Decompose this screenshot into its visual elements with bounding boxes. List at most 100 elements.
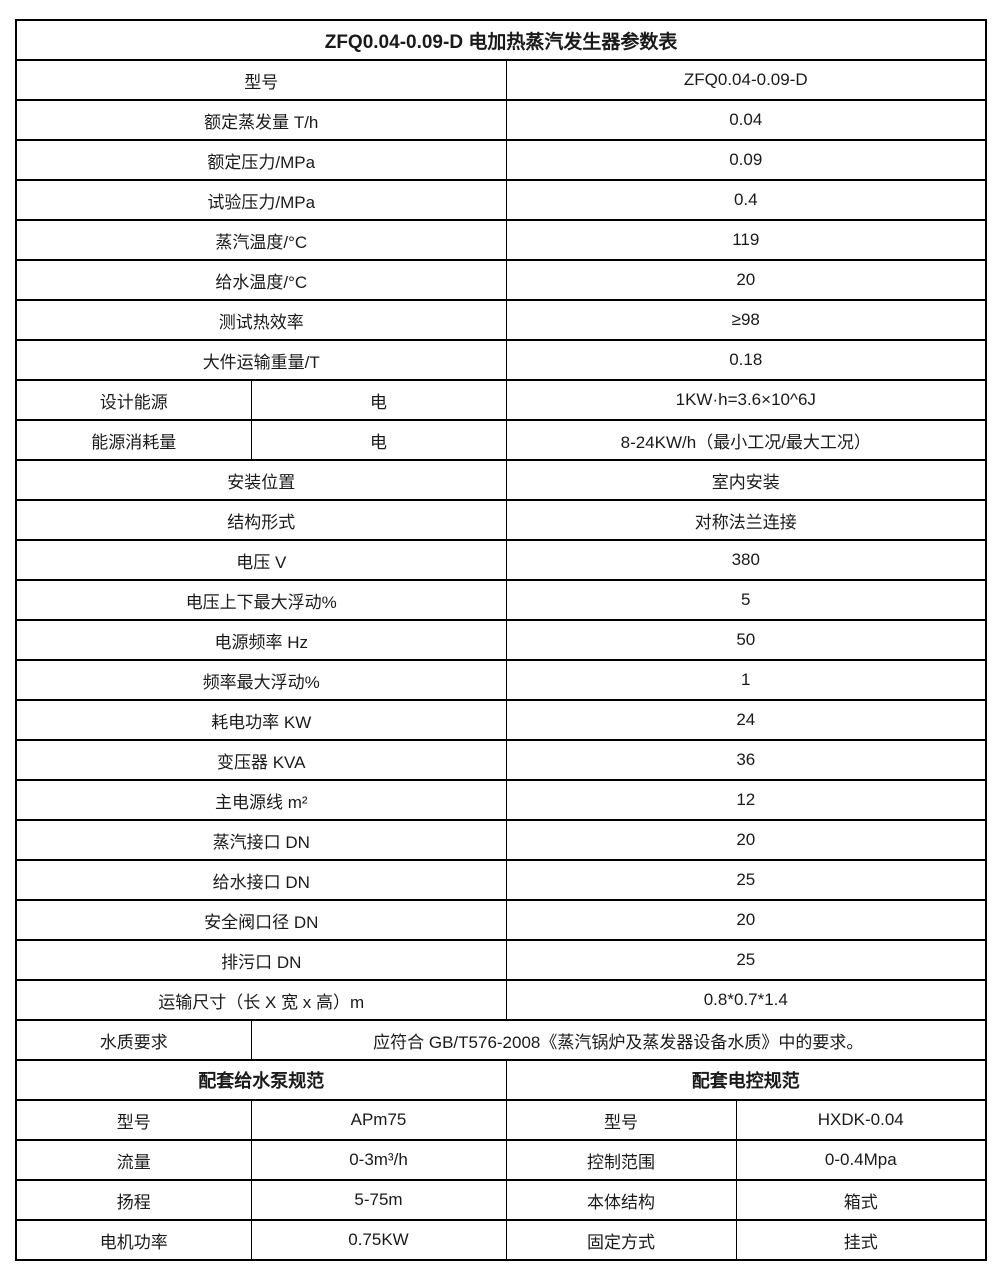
param-label: 电源频率 Hz: [15, 619, 507, 661]
table-row: 结构形式 对称法兰连接: [15, 499, 987, 541]
table-row: 能源消耗量 电 8-24KW/h（最小工况/最大工况）: [15, 419, 987, 461]
param-label: 测试热效率: [15, 299, 507, 341]
param-value: 0.4: [505, 179, 987, 221]
table-row: 运输尺寸（长 X 宽 x 高）m 0.8*0.7*1.4: [15, 979, 987, 1021]
table-row: 安全阀口径 DN 20: [15, 899, 987, 941]
table-row: 电压 V 380: [15, 539, 987, 581]
table-row: 型号 ZFQ0.04-0.09-D: [15, 59, 987, 101]
pump-param-label: 电机功率: [15, 1219, 252, 1261]
control-param-label: 型号: [505, 1099, 737, 1141]
param-value: 50: [505, 619, 987, 661]
table-title: ZFQ0.04-0.09-D 电加热蒸汽发生器参数表: [15, 19, 987, 61]
param-value: 5: [505, 579, 987, 621]
param-value: 24: [505, 699, 987, 741]
control-param-value: 0-0.4Mpa: [735, 1139, 987, 1181]
control-param-label: 固定方式: [505, 1219, 737, 1261]
table-row: 变压器 KVA 36: [15, 739, 987, 781]
param-label: 蒸汽温度/°C: [15, 219, 507, 261]
param-value: 0.09: [505, 139, 987, 181]
param-label: 给水接口 DN: [15, 859, 507, 901]
param-label: 蒸汽接口 DN: [15, 819, 507, 861]
table-row: 水质要求 应符合 GB/T576-2008《蒸汽锅炉及蒸发器设备水质》中的要求。: [15, 1019, 987, 1061]
control-param-value: HXDK-0.04: [735, 1099, 987, 1141]
param-value: 1KW·h=3.6×10^6J: [505, 379, 987, 421]
param-sublabel: 电: [250, 379, 507, 421]
param-label: 变压器 KVA: [15, 739, 507, 781]
param-label: 安装位置: [15, 459, 507, 501]
param-value: 对称法兰连接: [505, 499, 987, 541]
param-label: 主电源线 m²: [15, 779, 507, 821]
pump-param-value: 0.75KW: [250, 1219, 507, 1261]
param-value: 380: [505, 539, 987, 581]
table-row: 试验压力/MPa 0.4: [15, 179, 987, 221]
param-label: 额定蒸发量 T/h: [15, 99, 507, 141]
param-value: 1: [505, 659, 987, 701]
param-label: 耗电功率 KW: [15, 699, 507, 741]
table-row: 额定压力/MPa 0.09: [15, 139, 987, 181]
pump-param-value: 5-75m: [250, 1179, 507, 1221]
table-row: 蒸汽接口 DN 20: [15, 819, 987, 861]
table-row: 排污口 DN 25: [15, 939, 987, 981]
param-value: 8-24KW/h（最小工况/最大工况）: [505, 419, 987, 461]
control-param-label: 控制范围: [505, 1139, 737, 1181]
param-label: 型号: [15, 59, 507, 101]
param-label: 排污口 DN: [15, 939, 507, 981]
table-row: 电源频率 Hz 50: [15, 619, 987, 661]
param-label: 试验压力/MPa: [15, 179, 507, 221]
param-value: 36: [505, 739, 987, 781]
param-label: 运输尺寸（长 X 宽 x 高）m: [15, 979, 507, 1021]
table-row: 电机功率 0.75KW 固定方式 挂式: [15, 1219, 987, 1261]
param-value: ≥98: [505, 299, 987, 341]
table-row: 设计能源 电 1KW·h=3.6×10^6J: [15, 379, 987, 421]
table-row: 流量 0-3m³/h 控制范围 0-0.4Mpa: [15, 1139, 987, 1181]
pump-section-header: 配套给水泵规范: [15, 1059, 507, 1101]
control-param-value: 挂式: [735, 1219, 987, 1261]
table-row: 电压上下最大浮动% 5: [15, 579, 987, 621]
param-value: 25: [505, 859, 987, 901]
param-value: 20: [505, 259, 987, 301]
param-sublabel: 电: [250, 419, 507, 461]
table-row: 扬程 5-75m 本体结构 箱式: [15, 1179, 987, 1221]
param-value: 室内安装: [505, 459, 987, 501]
param-label: 安全阀口径 DN: [15, 899, 507, 941]
control-param-label: 本体结构: [505, 1179, 737, 1221]
pump-param-value: 0-3m³/h: [250, 1139, 507, 1181]
table-row: 耗电功率 KW 24: [15, 699, 987, 741]
table-row: 主电源线 m² 12: [15, 779, 987, 821]
table-row: 给水接口 DN 25: [15, 859, 987, 901]
table-row: 测试热效率 ≥98: [15, 299, 987, 341]
parameter-table: ZFQ0.04-0.09-D 电加热蒸汽发生器参数表 型号 ZFQ0.04-0.…: [15, 19, 988, 1261]
param-label: 大件运输重量/T: [15, 339, 507, 381]
param-value: 应符合 GB/T576-2008《蒸汽锅炉及蒸发器设备水质》中的要求。: [250, 1019, 987, 1061]
param-label: 频率最大浮动%: [15, 659, 507, 701]
pump-param-label: 流量: [15, 1139, 252, 1181]
param-label: 额定压力/MPa: [15, 139, 507, 181]
table-row: 型号 APm75 型号 HXDK-0.04: [15, 1099, 987, 1141]
control-section-header: 配套电控规范: [505, 1059, 987, 1101]
pump-param-value: APm75: [250, 1099, 507, 1141]
param-value: 0.04: [505, 99, 987, 141]
param-value: 20: [505, 899, 987, 941]
param-value: 12: [505, 779, 987, 821]
table-row: 额定蒸发量 T/h 0.04: [15, 99, 987, 141]
param-value: 25: [505, 939, 987, 981]
param-value: 20: [505, 819, 987, 861]
table-row: 蒸汽温度/°C 119: [15, 219, 987, 261]
param-value: ZFQ0.04-0.09-D: [505, 59, 987, 101]
pump-param-label: 型号: [15, 1099, 252, 1141]
param-label: 结构形式: [15, 499, 507, 541]
param-label: 给水温度/°C: [15, 259, 507, 301]
table-title-row: ZFQ0.04-0.09-D 电加热蒸汽发生器参数表: [15, 19, 987, 61]
table-row: 安装位置 室内安装: [15, 459, 987, 501]
table-row: 大件运输重量/T 0.18: [15, 339, 987, 381]
param-value: 119: [505, 219, 987, 261]
pump-param-label: 扬程: [15, 1179, 252, 1221]
param-label: 设计能源: [15, 379, 252, 421]
param-label: 能源消耗量: [15, 419, 252, 461]
param-label: 电压上下最大浮动%: [15, 579, 507, 621]
table-row: 频率最大浮动% 1: [15, 659, 987, 701]
param-label: 水质要求: [15, 1019, 252, 1061]
param-value: 0.18: [505, 339, 987, 381]
section-header-row: 配套给水泵规范 配套电控规范: [15, 1059, 987, 1101]
